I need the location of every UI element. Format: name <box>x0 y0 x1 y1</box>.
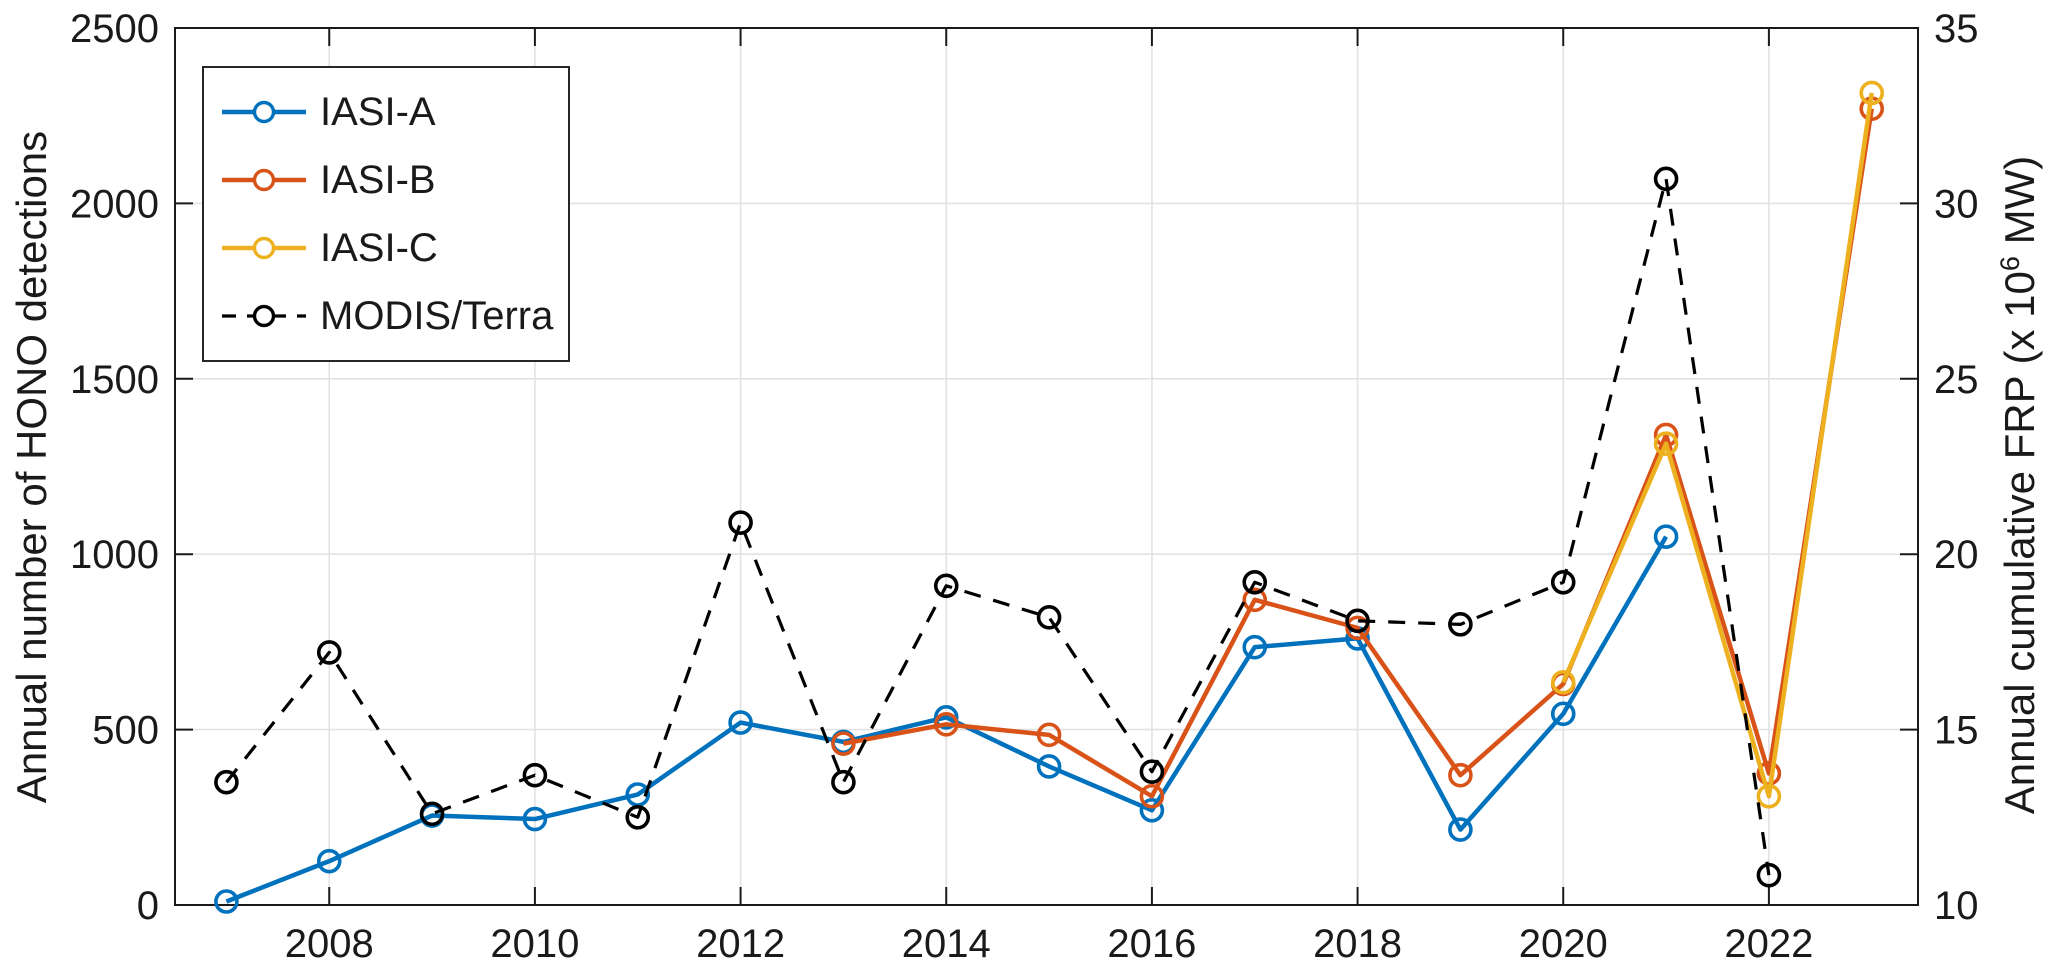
right-y-axis-label-superscript: 6 <box>1995 256 2025 272</box>
legend-label-iasi-b: IASI-B <box>320 157 436 202</box>
x-tick-label: 2008 <box>285 922 374 966</box>
right-y-axis-label-prefix: Annual cumulative FRP (x 10 <box>1996 271 2043 815</box>
right-y-tick-label: 20 <box>1934 533 1979 577</box>
legend-label-modis-terra: MODIS/Terra <box>320 293 554 338</box>
series-modis-terra <box>214 166 1782 888</box>
legend-item-iasi-c: IASI-C <box>204 214 568 282</box>
right-y-tick-label: 15 <box>1934 709 1979 753</box>
legend-label-iasi-c: IASI-C <box>320 225 438 270</box>
right-y-tick-label: 30 <box>1934 182 1979 226</box>
right-y-tick-label: 10 <box>1934 884 1979 928</box>
x-tick-label: 2012 <box>696 922 785 966</box>
x-tick-label: 2014 <box>902 922 991 966</box>
legend: IASI-A IASI-B IASI-C MODIS/Terra <box>202 66 570 362</box>
left-y-tick-label: 1500 <box>70 358 159 402</box>
left-y-tick-label: 0 <box>137 884 159 928</box>
axis-box <box>174 27 1919 906</box>
legend-item-iasi-b: IASI-B <box>204 146 568 214</box>
axis-ticks <box>175 27 1918 906</box>
legend-item-iasi-a: IASI-A <box>204 78 568 146</box>
modis-terra-line-sample-icon <box>222 304 306 328</box>
iasi-c-line-sample-icon <box>222 236 306 260</box>
tick-labels: 2008 2010 2012 2014 2016 2018 2020 202205001000… <box>70 7 1978 966</box>
x-tick-label: 2016 <box>1107 922 1196 966</box>
right-y-tick-label: 35 <box>1934 7 1979 51</box>
left-y-tick-label: 2500 <box>70 7 159 51</box>
series-iasi-b <box>831 96 1885 809</box>
left-y-tick-label: 500 <box>92 709 159 753</box>
left-y-tick-label: 2000 <box>70 182 159 226</box>
right-y-axis-label: Annual cumulative FRP (x 106 MW) <box>1986 35 2043 935</box>
legend-label-iasi-a: IASI-A <box>320 89 436 134</box>
x-tick-label: 2022 <box>1724 922 1813 966</box>
right-y-axis-label-suffix: MW) <box>1996 155 2043 257</box>
x-tick-label: 2020 <box>1519 922 1608 966</box>
left-y-axis-label: Annual number of HONO detections <box>8 130 55 804</box>
left-y-tick-label: 1000 <box>70 533 159 577</box>
series-iasi-c <box>1550 80 1885 809</box>
right-y-tick-label: 25 <box>1934 358 1979 402</box>
x-tick-label: 2018 <box>1313 922 1402 966</box>
legend-item-modis-terra: MODIS/Terra <box>204 282 568 350</box>
x-tick-label: 2010 <box>490 922 579 966</box>
iasi-a-line-sample-icon <box>222 100 306 124</box>
iasi-b-line-sample-icon <box>222 168 306 192</box>
